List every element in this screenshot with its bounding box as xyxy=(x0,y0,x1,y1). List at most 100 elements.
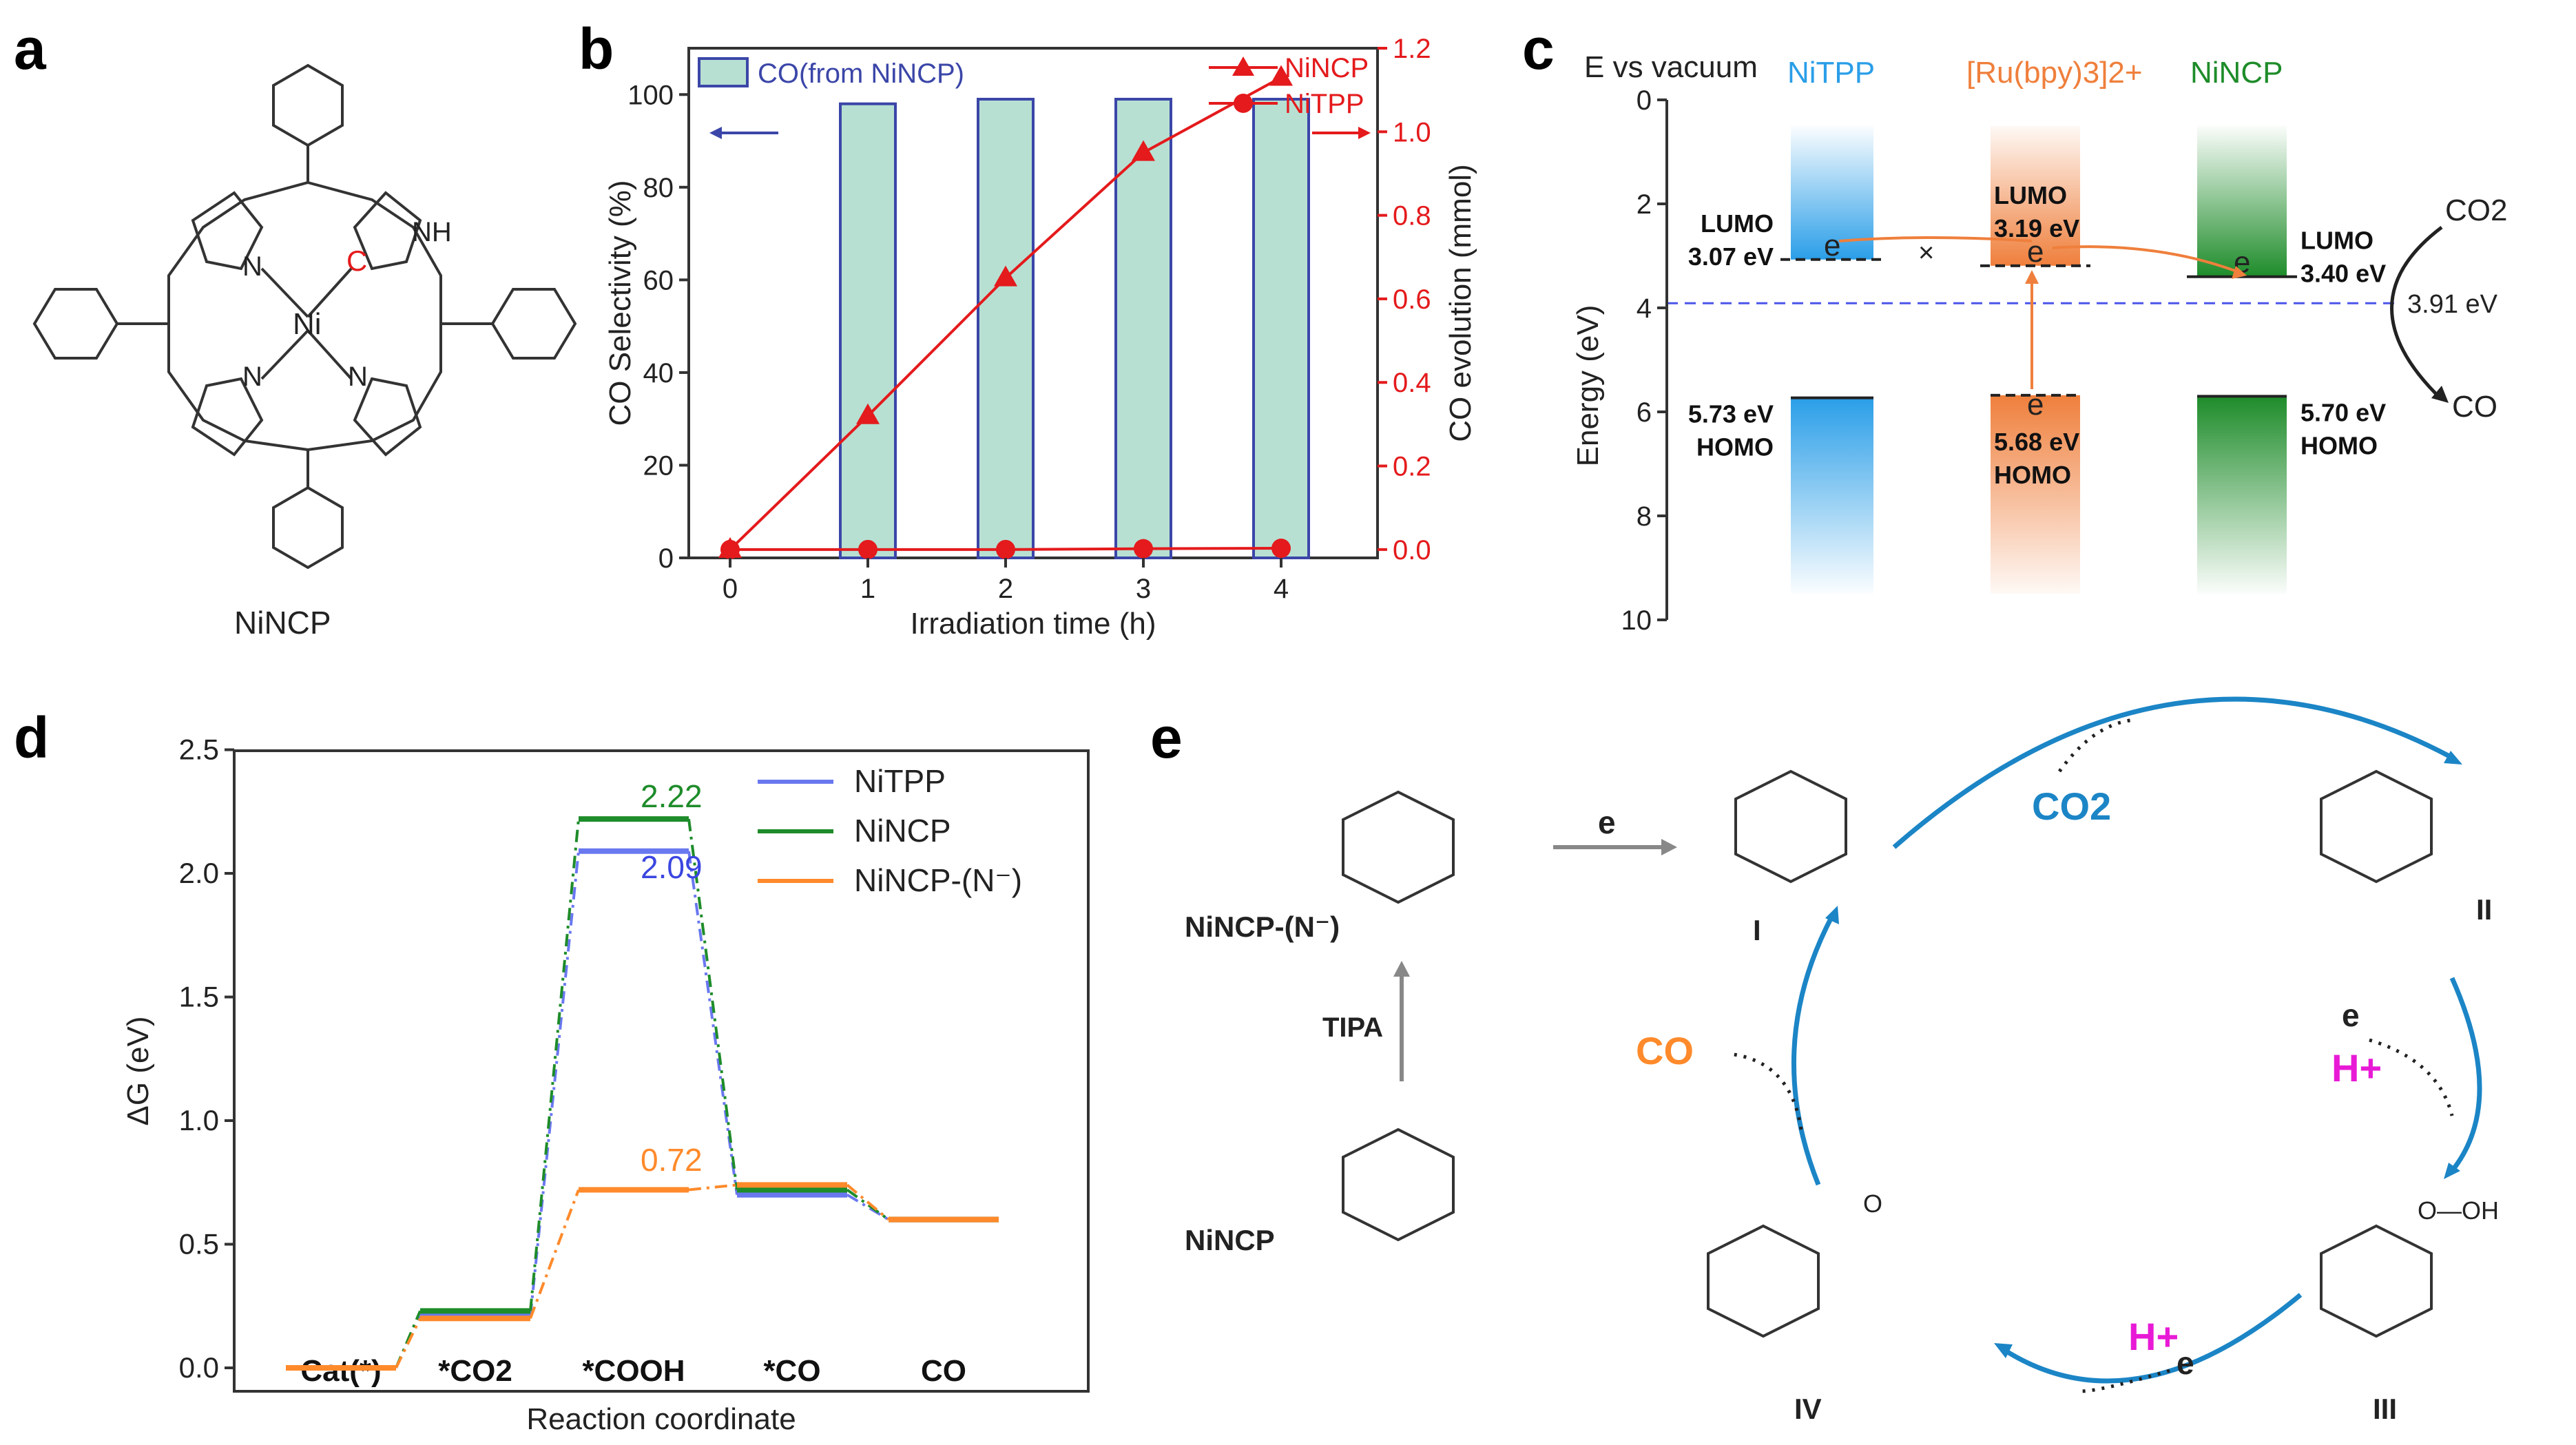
electron-transfer-arrow xyxy=(2052,245,2239,273)
chart-d-ylabel: ΔG (eV) xyxy=(121,1017,155,1126)
cycle-arc-bottom xyxy=(2003,1293,2303,1384)
annotation-2-22: 2.22 xyxy=(641,778,703,814)
product-co: CO xyxy=(2452,390,2497,424)
species-start-label: NiNCP-(N⁻) xyxy=(1185,911,1340,943)
homo-label-[Ru(bpy)3]2+: HOMO xyxy=(1994,461,2071,489)
y-tick-label-right: 0.6 xyxy=(1393,284,1431,315)
panel-a-molecule: Ni N N N C NH NiNCP xyxy=(32,63,577,641)
point-NiNCP xyxy=(1269,65,1293,86)
x-tick-label: 0 xyxy=(723,574,738,604)
electron-transfer-arrow-blocked xyxy=(1838,236,2033,242)
atom-n-label: N xyxy=(348,362,368,392)
lumo-label-[Ru(bpy)3]2+: LUMO xyxy=(1994,181,2067,209)
y-tick-label-right: 0.4 xyxy=(1393,368,1431,398)
atom-c-label: C xyxy=(346,245,367,277)
species-IV: IV xyxy=(1707,1224,1822,1425)
legend-d-series-3: NiNCP-(N⁻) xyxy=(854,862,1022,898)
d-category-label: *CO2 xyxy=(438,1354,512,1388)
column-label-nincp: NiNCP xyxy=(2190,56,2283,90)
legend-d-series-1: NiTPP xyxy=(854,763,946,799)
y-tick-label-left: 100 xyxy=(627,80,674,110)
species-precursor: NiNCP xyxy=(1185,1127,1455,1256)
species-II: II xyxy=(2320,769,2492,926)
d-category-label: *CO xyxy=(763,1354,820,1388)
species-start: NiNCP-(N⁻) xyxy=(1185,790,1455,943)
ligand-co-label: O xyxy=(1863,1189,1882,1218)
electron-label-bottom: e xyxy=(2177,1345,2194,1381)
y-tick-label-left: 20 xyxy=(643,450,674,481)
chart-c-title: E vs vacuum xyxy=(1584,50,1758,84)
d-category-label: CO xyxy=(921,1354,966,1388)
chart-b-xlabel: Irradiation time (h) xyxy=(910,607,1156,641)
lumo-label-NiTPP: 3.07 eV xyxy=(1688,242,1774,271)
c-y-tick-label: 6 xyxy=(1637,397,1652,428)
co-release-arrow xyxy=(1728,1052,1803,1130)
reagent-tipa: TIPA xyxy=(1322,1012,1383,1043)
homo-label-NiTPP: HOMO xyxy=(1696,433,1774,461)
proton-label-bottom: H+ xyxy=(2128,1315,2179,1358)
electron-step-label: e xyxy=(1598,804,1616,840)
y-tick-label-left: 60 xyxy=(643,265,674,295)
co-release-label: CO xyxy=(1636,1029,1694,1072)
legend-circle-marker xyxy=(1234,94,1253,113)
annotation-2-09: 2.09 xyxy=(641,849,703,885)
chart-b-ylabel-right: CO evolution (mmol) xyxy=(1444,164,1477,441)
homo-label-NiTPP: 5.73 eV xyxy=(1688,400,1774,428)
panel-label-b: b xyxy=(579,17,614,81)
lumo-label-NiNCP: LUMO xyxy=(2300,227,2374,255)
y-tick-label-left: 0 xyxy=(658,543,674,574)
y-tick-label-right: 0.8 xyxy=(1393,201,1431,231)
phenyl-ring-top xyxy=(272,63,344,147)
c-y-tick-label: 8 xyxy=(1637,501,1652,532)
chart-c-ylabel: Energy (eV) xyxy=(1571,305,1605,467)
point-NiTPP xyxy=(858,539,877,559)
species-I: I xyxy=(1734,769,1847,946)
connector-NiNCP-(N⁻) xyxy=(395,1318,422,1369)
connector-NiNCP xyxy=(529,818,580,1311)
species-III: III xyxy=(2320,1224,2433,1425)
connector-NiNCP-(N⁻) xyxy=(529,1189,580,1319)
d-y-tick-label: 2.0 xyxy=(179,857,219,889)
homo-label-NiNCP: 5.70 eV xyxy=(2300,398,2386,426)
lumo-band-NiNCP xyxy=(2197,125,2287,277)
chart-d-frame xyxy=(233,749,1090,1393)
chart-b-ylabel-left: CO Selectivity (%) xyxy=(603,180,637,426)
d-y-tick-label: 0.5 xyxy=(179,1228,219,1260)
phenyl-ring-right xyxy=(490,288,577,360)
electron-label-right: e xyxy=(2342,997,2360,1033)
electron-homo-[Ru(bpy)3]2+: e xyxy=(2027,388,2044,422)
y-tick-label-right: 0.0 xyxy=(1393,535,1431,565)
homo-band-NiNCP xyxy=(2197,396,2287,594)
d-y-tick-label: 1.5 xyxy=(179,981,219,1013)
legend-d-series-2: NiNCP xyxy=(854,813,951,849)
x-tick-label: 2 xyxy=(998,574,1013,604)
point-NiNCP xyxy=(994,265,1017,287)
legend-series-1-label: NiNCP xyxy=(1285,53,1369,83)
y-tick-label-right: 0.2 xyxy=(1393,452,1431,482)
co2-label: CO2 xyxy=(2032,784,2111,828)
y-tick-label-right: 1.2 xyxy=(1393,34,1431,64)
c-y-tick-label: 4 xyxy=(1637,293,1652,324)
atom-n-label: N xyxy=(242,362,262,392)
lumo-band-[Ru(bpy)3]2+ xyxy=(1991,125,2080,266)
legend-bar-label: CO(from NiNCP) xyxy=(758,59,964,89)
panel-e-cycle: NiNCP-(N⁻) NiNCP I II III IV TIPA e CO2 xyxy=(1185,696,2499,1425)
column-label-nitpp: NiTPP xyxy=(1787,56,1875,90)
legend-bar-swatch xyxy=(698,57,749,87)
homo-band-[Ru(bpy)3]2+ xyxy=(1991,395,2080,594)
molecule-name-label: NiNCP xyxy=(234,605,331,641)
x-tick-label: 4 xyxy=(1274,574,1289,604)
cycle-arc-top xyxy=(1892,696,2453,849)
cycle-arc-left xyxy=(1791,915,1835,1186)
annotation-0-72: 0.72 xyxy=(641,1142,703,1178)
y-tick-label-left: 80 xyxy=(643,173,674,203)
phenyl-ring-left xyxy=(32,288,119,360)
bar-2 xyxy=(977,98,1035,559)
c-y-tick-label: 0 xyxy=(1637,85,1652,116)
co2-uptake-arrow xyxy=(2057,718,2136,773)
legend-triangle-marker xyxy=(1232,56,1254,76)
homo-label-NiNCP: HOMO xyxy=(2300,431,2378,459)
column-label-ru: [Ru(bpy)3]2+ xyxy=(1966,56,2143,90)
